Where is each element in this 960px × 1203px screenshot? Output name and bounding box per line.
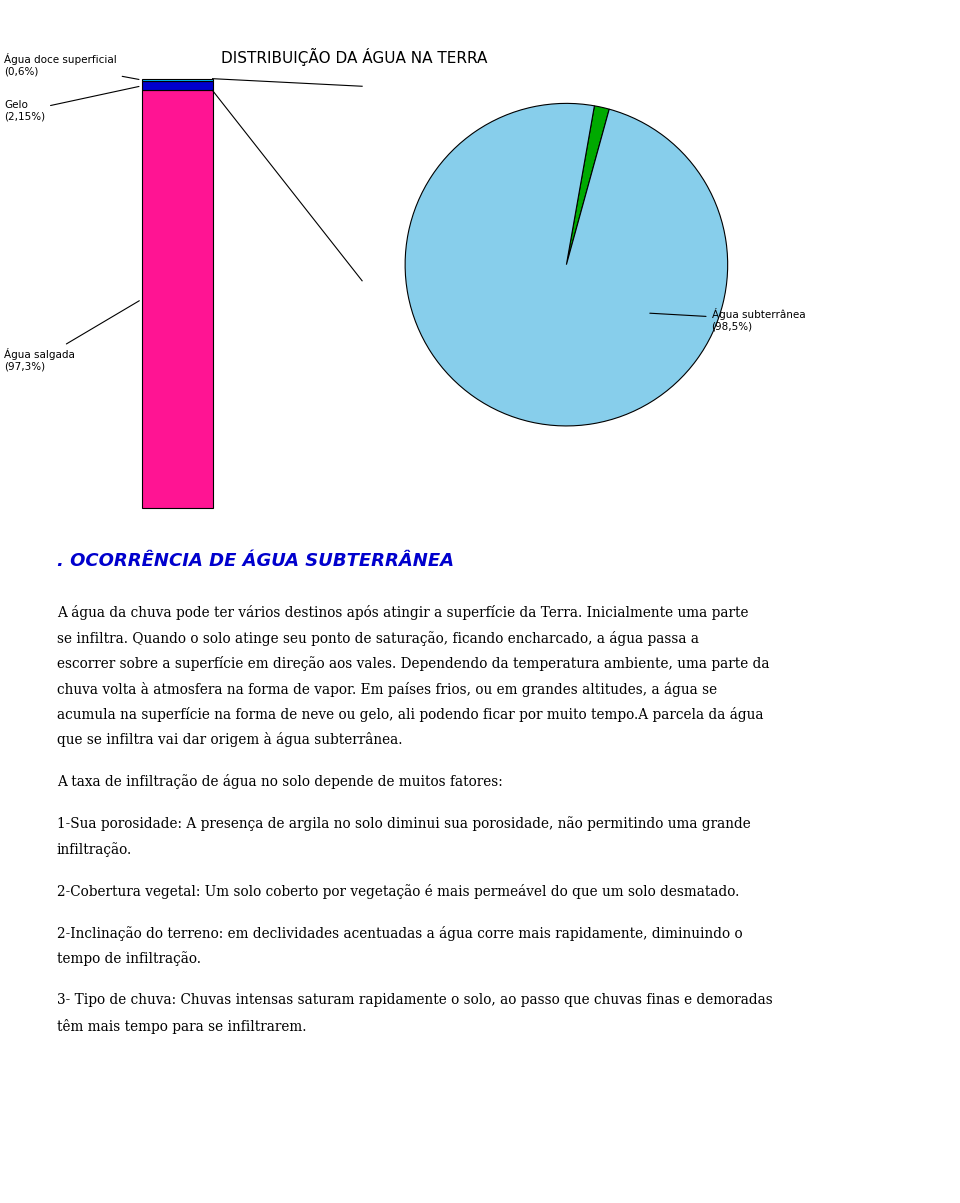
Text: 1-Sua porosidade: A presença de argila no solo diminui sua porosidade, não permi: 1-Sua porosidade: A presença de argila n… <box>57 817 751 831</box>
Text: 3- Tipo de chuva: Chuvas intensas saturam rapidamente o solo, ao passo que chuva: 3- Tipo de chuva: Chuvas intensas satura… <box>57 994 773 1007</box>
Wedge shape <box>566 106 610 265</box>
Text: 2-Inclinação do terreno: em declividades acentuadas a água corre mais rapidament: 2-Inclinação do terreno: em declividades… <box>57 926 742 941</box>
Text: . OCORRÊNCIA DE ÁGUA SUBTERRÂNEA: . OCORRÊNCIA DE ÁGUA SUBTERRÂNEA <box>57 552 454 570</box>
Text: têm mais tempo para se infiltrarem.: têm mais tempo para se infiltrarem. <box>57 1019 306 1033</box>
Text: escorrer sobre a superfície em direção aos vales. Dependendo da temperatura ambi: escorrer sobre a superfície em direção a… <box>57 656 769 671</box>
Text: se infiltra. Quando o solo atinge seu ponto de saturação, ficando encharcado, a : se infiltra. Quando o solo atinge seu po… <box>57 630 699 646</box>
Text: chuva volta à atmosfera na forma de vapor. Em países frios, ou em grandes altitu: chuva volta à atmosfera na forma de vapo… <box>57 682 717 697</box>
Wedge shape <box>405 103 728 426</box>
Text: Água subterrânea
(98,5%): Água subterrânea (98,5%) <box>650 308 805 331</box>
Bar <box>142 82 212 90</box>
Bar <box>142 90 212 508</box>
Text: Água salgada
(97,3%): Água salgada (97,3%) <box>4 301 139 372</box>
Bar <box>142 78 212 82</box>
Text: 2-Cobertura vegetal: Um solo coberto por vegetação é mais permeável do que um so: 2-Cobertura vegetal: Um solo coberto por… <box>57 884 739 899</box>
Text: acumula na superfície na forma de neve ou gelo, ali podendo ficar por muito temp: acumula na superfície na forma de neve o… <box>57 707 763 722</box>
Text: que se infiltra vai dar origem à água subterrânea.: que se infiltra vai dar origem à água su… <box>57 733 402 747</box>
Text: A taxa de infiltração de água no solo depende de muitos fatores:: A taxa de infiltração de água no solo de… <box>57 775 503 789</box>
Text: Água doce superficial
(0,6%): Água doce superficial (0,6%) <box>4 53 139 79</box>
Text: infiltração.: infiltração. <box>57 842 132 857</box>
Text: tempo de infiltração.: tempo de infiltração. <box>57 952 201 966</box>
Text: DISTRIBUIÇÃO DA ÁGUA NA TERRA: DISTRIBUIÇÃO DA ÁGUA NA TERRA <box>221 48 488 66</box>
Text: A água da chuva pode ter vários destinos após atingir a superfície da Terra. Ini: A água da chuva pode ter vários destinos… <box>57 605 749 621</box>
Text: Gelo
(2,15%): Gelo (2,15%) <box>4 87 139 122</box>
